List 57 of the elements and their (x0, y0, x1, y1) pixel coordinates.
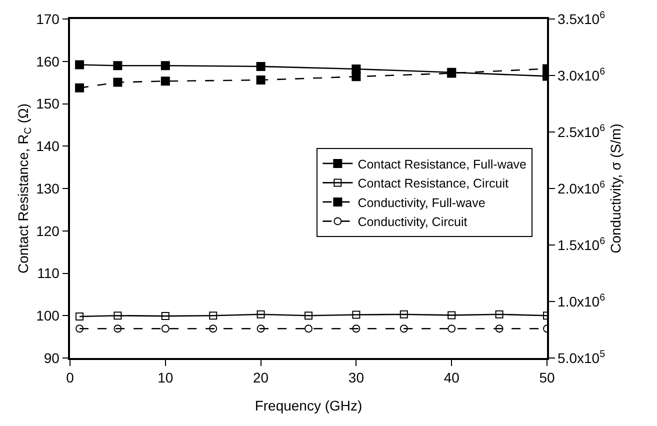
y-tick-label: 110 (37, 265, 60, 282)
y2-axis-title: Conductivity, σ (S/m) (608, 124, 624, 254)
point (114, 324, 122, 333)
point (400, 324, 408, 333)
x-tick-label: 40 (444, 370, 460, 386)
y-tick-label: 150 (36, 96, 60, 112)
y2-tick-label: 5.0x10$^{5}$ (558, 349, 606, 366)
point (352, 310, 360, 319)
point (448, 324, 456, 333)
y-tick-label: 170 (36, 10, 60, 27)
legend-label: Conductivity, Full-wave (358, 196, 486, 210)
point (400, 310, 408, 318)
y-tick-label: 160 (36, 53, 60, 70)
x-tick-label: 20 (253, 370, 269, 386)
legend-label: Contact Resistance, Circuit (358, 176, 509, 191)
point (256, 76, 266, 85)
point (160, 76, 170, 86)
x-tick-label: 30 (348, 370, 364, 386)
point (304, 324, 312, 333)
legend-label: Conductivity, Circuit (358, 215, 468, 230)
point (209, 312, 218, 320)
y2-tick-label: 1.5x10$^{6}$ (558, 236, 606, 253)
point (256, 310, 265, 318)
point (160, 61, 170, 70)
y2-tick-label: 3.5x10$^{6}$ (558, 10, 606, 27)
point (113, 61, 122, 70)
y2-tick-label: 2.5x10$^{6}$ (558, 123, 606, 140)
point (495, 324, 504, 333)
point (256, 62, 266, 71)
point (161, 324, 170, 333)
point (256, 324, 265, 333)
y-tick-label: 100 (36, 308, 60, 324)
x-axis-title: Frequency (GHz) (254, 398, 362, 414)
point (448, 311, 456, 320)
point (113, 78, 122, 87)
point (352, 324, 360, 333)
point (75, 83, 84, 92)
x-tick-label: 50 (539, 370, 555, 386)
x-tick-label: 0 (66, 370, 74, 386)
legend-label: Contact Resistance, Full-wave (358, 157, 527, 172)
y2-tick-label: 2.0x10$^{6}$ (558, 180, 606, 196)
y2-tick-label: 1.0x10$^{6}$ (558, 292, 606, 310)
y2-tick-label: 3.0x10$^{6}$ (558, 66, 606, 84)
point (75, 60, 84, 70)
point (76, 324, 84, 333)
point (114, 312, 122, 320)
point (304, 312, 312, 320)
y-tick-label: 140 (36, 138, 60, 154)
point (352, 72, 361, 82)
y-tick-label: 130 (36, 180, 60, 196)
y-tick-label: 90 (44, 350, 60, 366)
point (161, 312, 170, 320)
point (209, 324, 218, 333)
y-tick-label: 120 (36, 222, 60, 239)
point (76, 312, 84, 320)
point (495, 310, 504, 318)
x-tick-label: 10 (158, 370, 174, 386)
